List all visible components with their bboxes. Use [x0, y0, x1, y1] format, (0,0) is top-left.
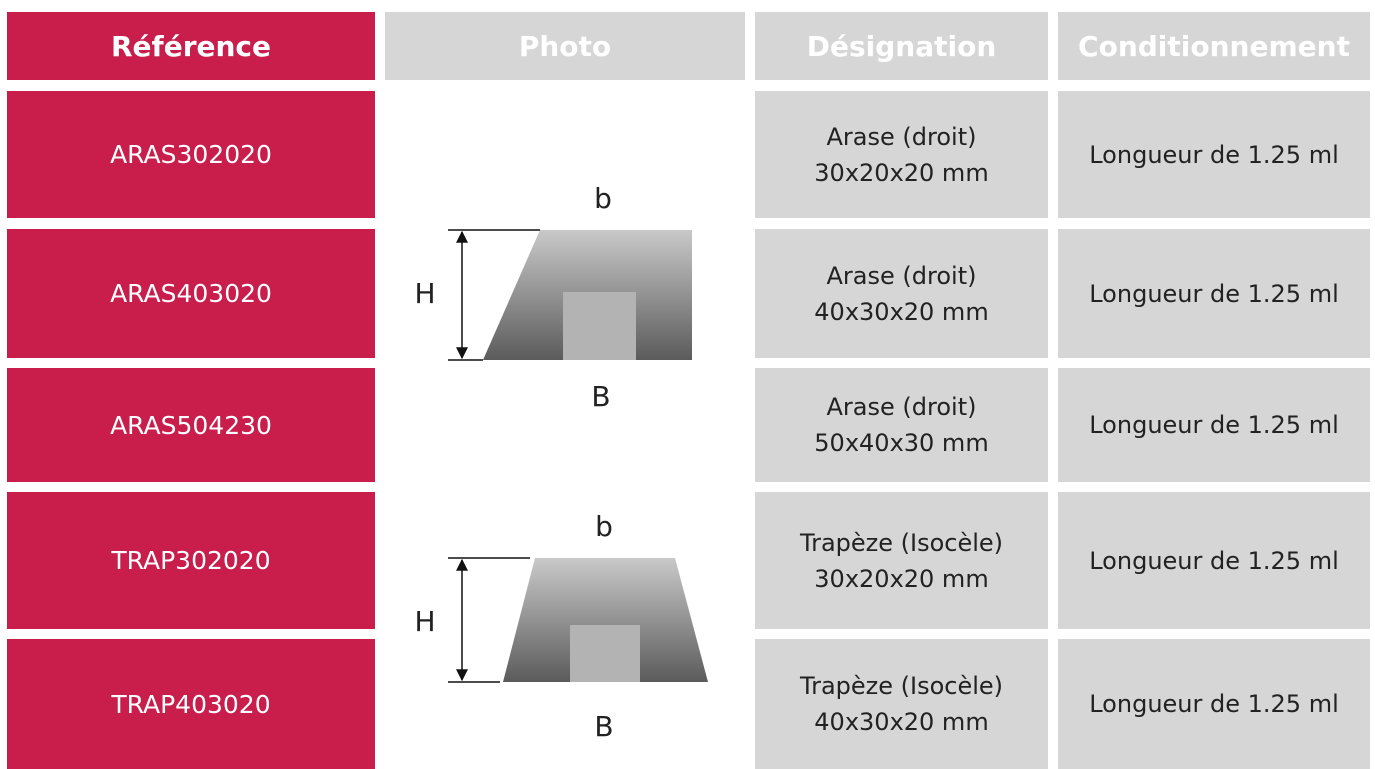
- packaging-cell: Longueur de 1.25 ml: [1058, 229, 1370, 358]
- cell-text: Longueur de 1.25 ml: [1089, 546, 1339, 575]
- reference-cell: TRAP302020: [7, 492, 375, 629]
- cell-text: TRAP403020: [111, 689, 271, 719]
- reference-cell: TRAP403020: [7, 639, 375, 769]
- cell-text: ARAS403020: [110, 279, 272, 308]
- cell-text: Longueur de 1.25 ml: [1089, 411, 1339, 439]
- header-cell: Conditionnement: [1058, 12, 1370, 80]
- packaging-cell: Longueur de 1.25 ml: [1058, 91, 1370, 218]
- cell-text: 50x40x30 mm: [814, 429, 989, 457]
- designation-cell: Arase (droit) 50x40x30 mm: [755, 368, 1048, 482]
- reference-cell: ARAS504230: [7, 368, 375, 482]
- designation-cell: Trapèze (Isocèle) 30x20x20 mm: [755, 492, 1048, 629]
- header-cell: Référence: [7, 12, 375, 80]
- label-h: H: [414, 605, 435, 638]
- reference-cell: ARAS302020: [7, 91, 375, 218]
- reference-cell: ARAS403020: [7, 229, 375, 358]
- label-b: b: [595, 510, 613, 543]
- label-bb: B: [591, 380, 610, 413]
- cell-text: Désignation: [806, 29, 997, 63]
- packaging-cell: Longueur de 1.25 ml: [1058, 639, 1370, 769]
- cell-text: Conditionnement: [1078, 29, 1350, 63]
- cell-text: Trapèze (Isocèle): [799, 672, 1004, 700]
- label-b: b: [594, 182, 612, 215]
- cell-text: 30x20x20 mm: [814, 158, 989, 187]
- diagram-trapeze: b H B: [414, 510, 708, 743]
- cell-text: Arase (droit): [826, 261, 977, 290]
- designation-cell: Trapèze (Isocèle) 40x30x20 mm: [755, 639, 1048, 769]
- cell-text: Arase (droit): [826, 393, 977, 421]
- diagram-arase: b H B: [414, 182, 692, 413]
- designation-cell: Arase (droit) 40x30x20 mm: [755, 229, 1048, 358]
- cell-text: Longueur de 1.25 ml: [1089, 140, 1339, 169]
- header-cell: Désignation: [755, 12, 1048, 80]
- packaging-cell: Longueur de 1.25 ml: [1058, 368, 1370, 482]
- cell-text: Longueur de 1.25 ml: [1089, 690, 1339, 718]
- cell-text: ARAS504230: [110, 410, 272, 440]
- designation-cell: Arase (droit) 30x20x20 mm: [755, 91, 1048, 218]
- cell-text: 30x20x20 mm: [814, 564, 989, 593]
- cell-text: Arase (droit): [826, 122, 977, 151]
- packaging-cell: Longueur de 1.25 ml: [1058, 492, 1370, 629]
- cell-text: 40x30x20 mm: [814, 708, 989, 736]
- label-bb: B: [594, 710, 613, 743]
- cell-text: 40x30x20 mm: [814, 297, 989, 326]
- cell-text: Longueur de 1.25 ml: [1089, 279, 1339, 308]
- cell-text: Trapèze (Isocèle): [799, 528, 1004, 557]
- cell-text: Référence: [110, 29, 272, 63]
- cell-text: TRAP302020: [111, 546, 271, 575]
- cell-text: ARAS302020: [110, 140, 272, 169]
- header-cell: Photo: [385, 12, 745, 80]
- label-h: H: [414, 277, 435, 310]
- cell-text: Photo: [518, 29, 612, 63]
